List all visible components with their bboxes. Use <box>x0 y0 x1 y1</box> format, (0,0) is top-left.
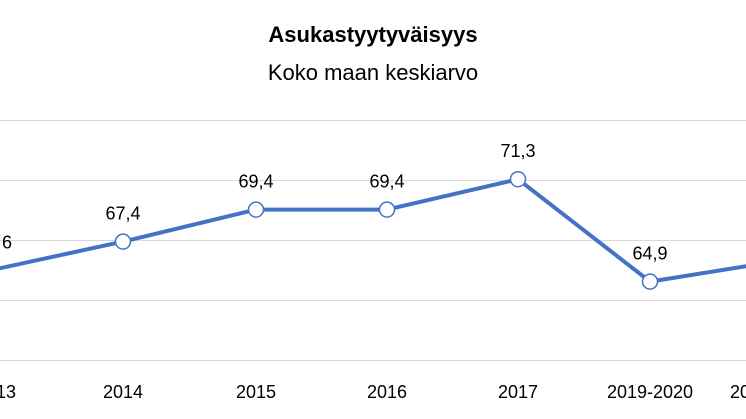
data-label: 67,4 <box>105 204 140 224</box>
x-tick-label: 2019-2020 <box>607 382 693 402</box>
x-tick-label: 2015 <box>236 382 276 402</box>
data-point <box>641 273 659 290</box>
data-point <box>114 233 132 250</box>
data-label: 6 <box>2 232 12 252</box>
x-tick-label: 2016 <box>367 382 407 402</box>
data-label: 64,9 <box>632 244 667 264</box>
data-label: 69,4 <box>238 172 273 192</box>
x-tick-label: 2014 <box>103 382 143 402</box>
series-line <box>0 177 746 284</box>
chart-subtitle: Koko maan keskiarvo <box>267 60 479 85</box>
data-point <box>378 201 396 218</box>
data-label: 69,4 <box>369 172 404 192</box>
x-tick-label: 2017 <box>498 382 538 402</box>
data-point <box>509 170 527 188</box>
x-tick-label: 13 <box>0 382 16 402</box>
data-label: 71,3 <box>500 141 535 161</box>
data-point <box>247 201 265 218</box>
x-tick-label: 20 <box>730 382 746 402</box>
chart-title: Asukastyytyväisyys <box>268 22 478 47</box>
